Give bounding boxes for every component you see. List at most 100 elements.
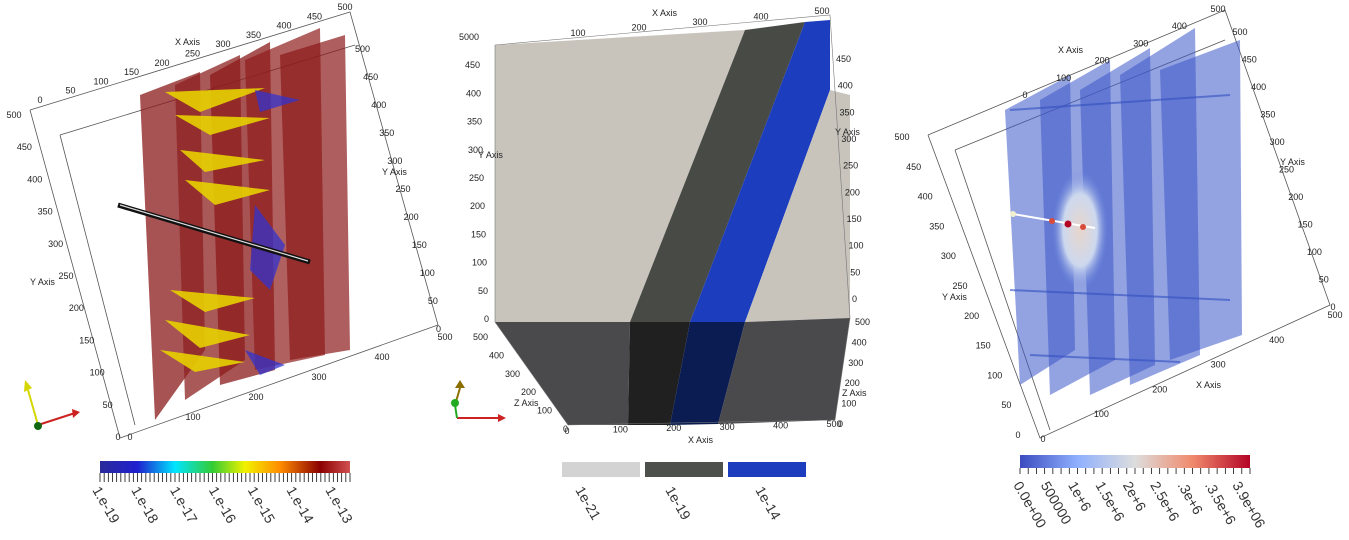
left-top-tick-label: 0: [37, 95, 42, 105]
middle-y-axis-title-right: Y Axis: [835, 127, 860, 137]
right-colorbar-labels: 0.0e+005000001e+61.5e+62e+62.5e+6.3e+6.3…: [1010, 479, 1268, 531]
middle-z-right-tick-label: 400: [852, 337, 867, 347]
middle-left-tick-label: 250: [469, 173, 484, 183]
middle-bottom-tick-label: 500: [826, 419, 841, 429]
middle-right-tick-label: 250: [843, 161, 858, 171]
middle-colorbar-labels: 1e-21 1e-19 1e-14: [572, 484, 784, 523]
right-right-tick-label: 150: [1298, 220, 1313, 230]
right-bottom-tick-label: 0: [1040, 434, 1045, 444]
left-colorbar-tick-label: 1.e-17: [167, 484, 201, 527]
left-colorbar-tick-label: 1.e-18: [128, 484, 162, 527]
middle-right-tick-label: 300: [841, 134, 856, 144]
left-left-tick-label: 350: [38, 207, 53, 217]
left-bottom-tick-label: 300: [311, 372, 326, 382]
right-y-axis-title-left: Y Axis: [942, 292, 967, 302]
right-right-tick-label: 300: [1270, 137, 1285, 147]
right-bottom-ticks: 0 100 200 300 400 500: [1040, 310, 1342, 444]
left-left-tick-label: 500: [6, 110, 21, 120]
middle-z-right-tick-label: 0: [838, 419, 843, 429]
middle-colorbar-tick-label: 1e-19: [662, 484, 694, 523]
left-permeability-planes: [140, 28, 350, 420]
middle-z-tick-label: 400: [489, 350, 504, 360]
right-bottom-tick-label: 200: [1152, 384, 1167, 394]
middle-z-tick-label: 300: [505, 369, 520, 379]
middle-left-ticks: 5000 450 400 350 300 250 200 150 100 50 0: [459, 32, 489, 324]
middle-z-tick-label: 500: [473, 332, 488, 342]
right-left-tick-label: 350: [929, 221, 944, 231]
left-top-tick-label: 450: [307, 11, 322, 21]
left-bottom-tick-label: 500: [437, 332, 452, 342]
right-top-tick-label: 100: [1056, 73, 1071, 83]
left-left-tick-label: 0: [115, 432, 120, 442]
middle-bottom-tick-label: 400: [773, 420, 788, 430]
right-right-tick-label: 50: [1319, 275, 1329, 285]
left-bottom-tick-label: 0: [127, 432, 132, 442]
middle-z-right-tick-label: 500: [855, 317, 870, 327]
right-left-tick-label: 250: [952, 281, 967, 291]
middle-left-tick-label: 200: [470, 201, 485, 211]
left-orientation-widget: [24, 380, 80, 430]
right-left-tick-label: 50: [1001, 400, 1011, 410]
right-top-tick-label: 0: [1022, 90, 1027, 100]
left-colorbar-tick-label: 1.e-14: [284, 484, 318, 527]
left-top-tick-label: 300: [215, 39, 230, 49]
right-right-tick-label: 450: [1242, 55, 1257, 65]
left-colorbar-minor-ticks: [99, 473, 351, 482]
left-wellbore: [117, 202, 311, 265]
left-top-tick-label: 100: [93, 76, 108, 86]
right-top-tick-label: 300: [1133, 38, 1148, 48]
left-left-tick-label: 250: [58, 271, 73, 281]
left-colorbar-tick-label: 1.e-13: [322, 484, 356, 527]
right-colorbar-minor-ticks: [1019, 468, 1251, 474]
middle-top-tick-label: 200: [631, 23, 646, 33]
right-y-axis-title-right: Y Axis: [1280, 157, 1305, 167]
middle-block: [494, 14, 851, 426]
right-bottom-tick-label: 100: [1094, 409, 1109, 419]
left-top-tick-label: 250: [185, 49, 200, 59]
right-bottom-tick-label: 300: [1211, 360, 1226, 370]
left-right-tick-label: 350: [379, 128, 394, 138]
middle-left-tick-label: 450: [465, 60, 480, 70]
left-colorbar-tick-label: 1.e-15: [245, 484, 279, 527]
middle-right-tick-label: 450: [836, 54, 851, 64]
middle-right-tick-label: 100: [848, 241, 863, 251]
left-right-tick-label: 150: [412, 240, 427, 250]
left-top-tick-label: 350: [246, 30, 261, 40]
right-right-tick-label: 0: [1330, 302, 1335, 312]
middle-colorbar-tick-label: 1e-14: [752, 484, 784, 523]
right-x-axis-title-top: X Axis: [1058, 45, 1084, 55]
middle-z-tick-label: 200: [521, 387, 536, 397]
right-top-tick-label: 500: [1210, 4, 1225, 14]
left-right-tick-label: 200: [404, 212, 419, 222]
left-top-tick-label: 50: [65, 86, 75, 96]
right-colorbar: 0.0e+005000001e+61.5e+62e+62.5e+6.3e+6.3…: [1010, 455, 1269, 531]
left-bottom-tick-label: 100: [185, 412, 200, 422]
left-top-tick-label: 500: [337, 2, 352, 12]
left-left-tick-label: 100: [90, 368, 105, 378]
left-colorbar: 1.e-19 1.e-18 1.e-17 1.e-16 1.e-15 1.e-14 1.e-…: [89, 461, 356, 526]
right-top-ticks: 0 100 200 300 400 500: [1022, 4, 1225, 100]
middle-right-tick-label: 150: [847, 214, 862, 224]
left-right-tick-label: 400: [371, 100, 386, 110]
middle-z-tick-label: 100: [537, 406, 552, 416]
middle-z-right-tick-label: 100: [841, 399, 856, 409]
middle-z-tick-label: 0: [563, 424, 568, 434]
right-x-axis-title-bottom: X Axis: [1196, 380, 1222, 390]
left-left-tick-label: 150: [79, 335, 94, 345]
right-right-tick-label: 250: [1279, 165, 1294, 175]
right-right-tick-label: 400: [1251, 82, 1266, 92]
middle-top-tick-label: 100: [570, 28, 585, 38]
left-top-ticks: 0 50 100 150 200 250 300 350 400 450 500: [37, 2, 352, 105]
middle-orientation-widget: [451, 380, 506, 422]
middle-right-tick-label: 200: [845, 187, 860, 197]
left-top-tick-label: 200: [154, 58, 169, 68]
middle-left-tick-label: 50: [478, 286, 488, 296]
right-left-tick-label: 100: [987, 370, 1002, 380]
right-bottom-tick-label: 500: [1327, 310, 1342, 320]
right-left-tick-label: 400: [918, 192, 933, 202]
left-colorbar-labels: 1.e-19 1.e-18 1.e-17 1.e-16 1.e-15 1.e-14 1.e-…: [89, 484, 356, 527]
right-bottom-tick-label: 400: [1269, 335, 1284, 345]
middle-colorbar-tick-label: 1e-21: [572, 484, 604, 523]
